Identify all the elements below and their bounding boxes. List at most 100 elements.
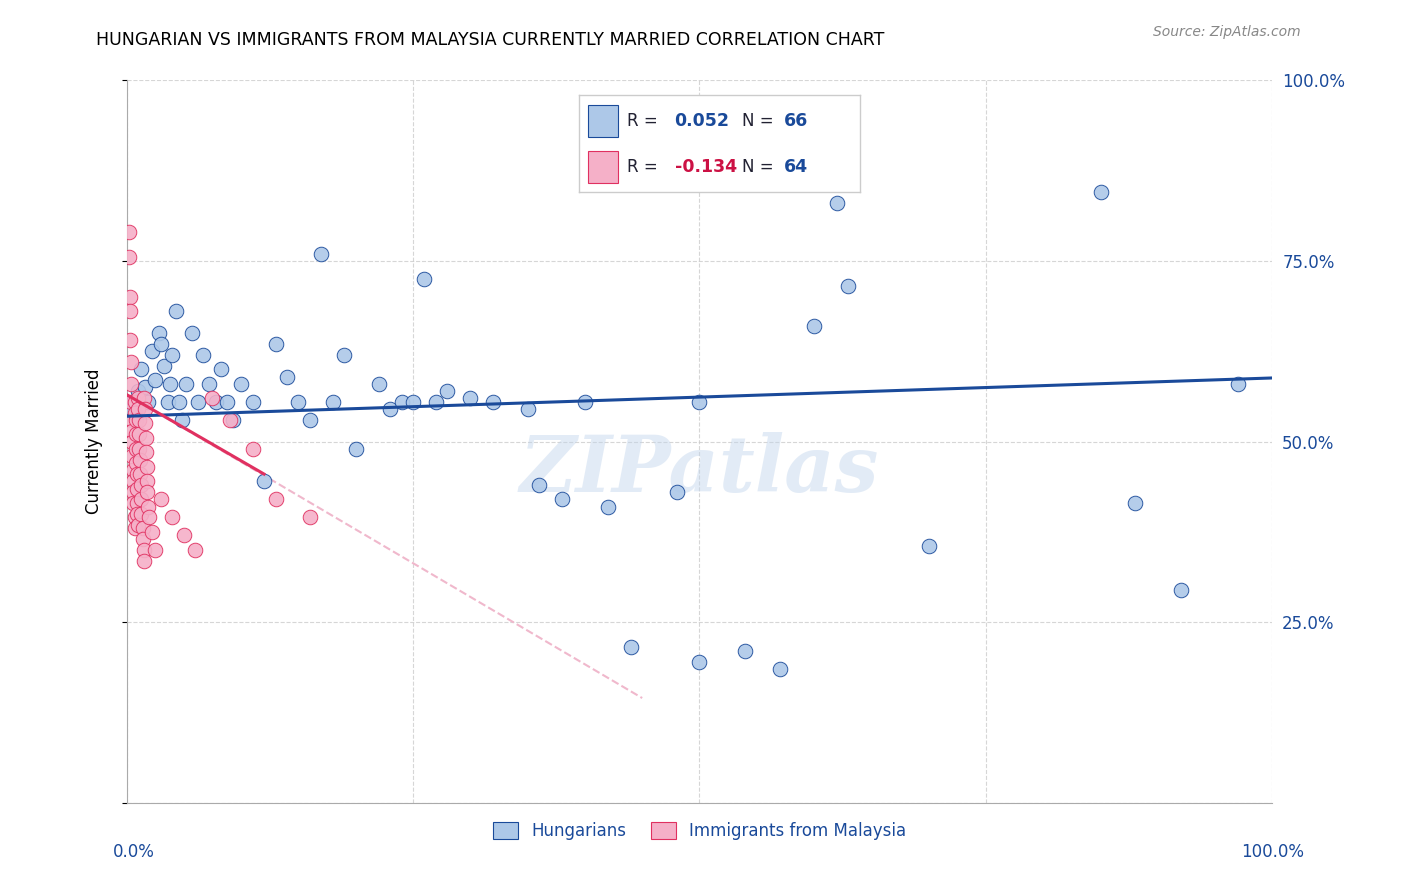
Point	[333, 348, 356, 362]
Point	[135, 431, 157, 445]
Point	[149, 337, 172, 351]
Point	[167, 394, 190, 409]
Point	[125, 467, 148, 481]
Point	[218, 413, 240, 427]
Point	[124, 394, 146, 409]
Point	[131, 507, 153, 521]
Point	[121, 449, 143, 463]
Point	[128, 427, 150, 442]
Point	[124, 510, 146, 524]
Point	[136, 500, 159, 514]
Point	[125, 409, 148, 424]
Point	[125, 427, 148, 442]
Point	[120, 355, 142, 369]
Point	[1170, 582, 1192, 597]
Point	[287, 394, 309, 409]
Point	[620, 640, 643, 655]
Point	[135, 445, 157, 459]
Point	[134, 380, 156, 394]
Point	[344, 442, 367, 456]
Text: 0.0%: 0.0%	[112, 843, 155, 861]
Point	[129, 467, 152, 481]
Point	[516, 402, 538, 417]
Point	[128, 442, 150, 456]
Point	[131, 521, 153, 535]
Point	[122, 475, 145, 489]
Point	[242, 442, 264, 456]
Point	[1090, 186, 1112, 200]
Text: HUNGARIAN VS IMMIGRANTS FROM MALAYSIA CURRENTLY MARRIED CORRELATION CHART: HUNGARIAN VS IMMIGRANTS FROM MALAYSIA CU…	[96, 31, 884, 49]
Point	[193, 348, 215, 362]
Point	[121, 424, 143, 438]
Point	[132, 554, 155, 568]
Point	[436, 384, 458, 398]
Point	[311, 246, 333, 260]
Text: Source: ZipAtlas.com: Source: ZipAtlas.com	[1153, 25, 1301, 39]
Point	[131, 478, 153, 492]
Point	[918, 539, 941, 553]
Point	[118, 304, 141, 318]
Point	[170, 413, 193, 427]
Point	[125, 456, 148, 470]
Point	[127, 384, 149, 398]
Point	[222, 413, 245, 427]
Point	[128, 413, 150, 427]
Point	[125, 496, 148, 510]
Point	[209, 362, 232, 376]
Point	[162, 510, 184, 524]
Point	[1123, 496, 1146, 510]
Text: ZIPatlas: ZIPatlas	[520, 433, 879, 508]
Point	[298, 510, 321, 524]
Point	[367, 376, 389, 391]
Point	[689, 394, 711, 409]
Point	[276, 369, 298, 384]
Point	[378, 402, 401, 417]
Point	[134, 417, 156, 431]
Point	[127, 402, 149, 417]
Point	[322, 394, 344, 409]
Point	[413, 272, 436, 286]
Point	[121, 402, 143, 417]
Point	[425, 394, 447, 409]
Text: 100.0%: 100.0%	[1241, 843, 1303, 861]
Point	[482, 394, 505, 409]
Point	[134, 402, 156, 417]
Point	[121, 434, 143, 449]
Point	[574, 394, 596, 409]
Point	[162, 348, 184, 362]
Point	[125, 507, 148, 521]
Point	[201, 391, 224, 405]
Point	[198, 376, 221, 391]
Point	[1227, 376, 1250, 391]
Point	[153, 359, 176, 373]
Point	[131, 362, 153, 376]
Point	[136, 485, 159, 500]
Point	[689, 655, 711, 669]
Point	[769, 662, 792, 676]
Point	[122, 463, 145, 477]
Point	[205, 394, 228, 409]
Point	[143, 373, 166, 387]
Point	[125, 442, 148, 456]
Point	[527, 478, 550, 492]
Point	[156, 394, 179, 409]
Y-axis label: Currently Married: Currently Married	[84, 368, 103, 515]
Point	[132, 542, 155, 557]
Point	[231, 376, 253, 391]
Point	[136, 394, 159, 409]
Point	[141, 524, 163, 539]
Point	[184, 542, 207, 557]
Point	[143, 542, 166, 557]
Point	[122, 394, 145, 409]
Point	[127, 391, 149, 405]
Point	[122, 485, 145, 500]
Point	[118, 225, 141, 239]
Point	[118, 250, 141, 264]
Point	[132, 391, 155, 405]
Point	[131, 532, 153, 546]
Point	[174, 376, 197, 391]
Point	[122, 496, 145, 510]
Point	[596, 500, 619, 514]
Point	[803, 318, 825, 333]
Point	[187, 394, 209, 409]
